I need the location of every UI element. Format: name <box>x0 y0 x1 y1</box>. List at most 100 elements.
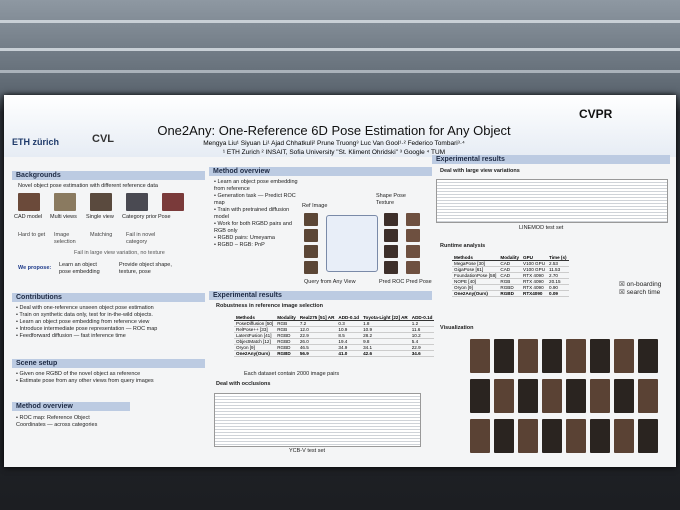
ceiling-beam <box>0 20 680 23</box>
table-cell: 8.5 <box>336 332 362 339</box>
label: Category prior <box>122 214 157 220</box>
table-row: GigaPose [61] CAD V100 GPU 11.53 <box>452 266 569 273</box>
photo-thumbnail <box>406 213 420 226</box>
section-heading: Contributions <box>12 293 205 302</box>
table-cell: 10.2 <box>409 332 435 339</box>
issue-label: Fail in novel category <box>126 232 156 245</box>
table-header-cell: GPU <box>521 255 548 261</box>
table-header-cell: Methods <box>234 315 276 321</box>
table-cell: Oryon [9] <box>234 344 276 351</box>
bullet-item: RGBD pairs: Umeyama <box>214 235 299 242</box>
table-header-cell: Toyota-Light [22] AR <box>361 315 410 321</box>
table-cell: RGB <box>498 278 522 285</box>
photo-thumbnail <box>304 213 318 226</box>
table-cell: 34.9 <box>336 344 362 351</box>
bullet-list: ROC map: Reference Object Coordinates — … <box>16 415 111 429</box>
caption: LINEMOD test set <box>519 225 564 231</box>
table-row: NOPE [40] RGB RTX 4090 20.15 <box>452 278 569 285</box>
table-cell: MegaPose [30] <box>452 260 499 267</box>
table-cell: 10.9 <box>336 326 362 333</box>
text: Novel object pose estimation with differ… <box>18 183 158 189</box>
ceiling-beam <box>0 48 680 51</box>
data-table: Methods Modality Real275 [51] AR ADD-0.1d To… <box>234 315 435 357</box>
poster-title: One2Any: One-Reference 6D Pose Estimatio… <box>157 123 511 138</box>
table-cell: 1.8 <box>361 320 410 327</box>
table-cell: RGB <box>275 320 298 327</box>
photo-thumbnail <box>406 229 420 242</box>
table-cell: 2.70 <box>547 272 569 279</box>
table-cell: 20.15 <box>547 278 569 285</box>
table-cell: 12.0 <box>297 326 337 333</box>
table-header-cell: ADD-0.1d <box>336 315 362 321</box>
photo-thumbnail <box>494 379 514 413</box>
photo-thumbnail <box>384 245 398 258</box>
table-header-cell: Methods <box>452 255 499 261</box>
table-header-cell: Real275 [51] AR <box>297 315 337 321</box>
table-row: ObjectMatch [12] RGBD 26.0 19.4 9.8 5.4 <box>234 338 435 345</box>
text: Fail in large view variation, no texture <box>74 250 165 256</box>
photo-thumbnail <box>518 379 538 413</box>
caption: YCB-V test set <box>289 448 326 454</box>
table-row: RelPose++ [33] RGB 12.0 10.9 10.9 11.6 <box>234 326 435 333</box>
issue-label: Matching <box>90 232 113 238</box>
table-cell: RGBD <box>498 290 522 297</box>
bullet-list: Learn an object pose embedding from refe… <box>214 179 299 249</box>
table-cell: RTX 4090 <box>521 284 548 291</box>
label: Pose <box>158 214 171 220</box>
bullet-item: Generation task — Predict ROC map <box>214 193 299 207</box>
table-cell: 0.09 <box>547 290 569 297</box>
photo-thumbnail <box>470 339 490 373</box>
table-cell: RGBD <box>275 344 298 351</box>
subheading: Robustness in reference image selection <box>216 303 323 309</box>
photo-thumbnail <box>406 245 420 258</box>
bullet-item: Deal with one-reference unseen object po… <box>16 305 201 312</box>
photo-thumbnail <box>18 193 40 211</box>
table-row: MegaPose [30] CAD V100 GPU 2.53 <box>452 260 569 267</box>
bullet-list: Given one RGBD of the novel object as re… <box>16 371 201 385</box>
photo-thumbnail <box>54 193 76 211</box>
table-cell: 22.9 <box>409 344 435 351</box>
caption: Each dataset contain 2000 image pairs <box>244 371 340 377</box>
section-heading: Backgrounds <box>12 171 205 180</box>
photo-thumbnail <box>614 339 634 373</box>
bullet-list: Deal with one-reference unseen object po… <box>16 305 201 340</box>
photo-thumbnail <box>590 419 610 453</box>
figure-label: Shape Pose Texture <box>376 193 406 206</box>
photo-thumbnail <box>566 339 586 373</box>
logo: ETH zürich <box>12 137 60 147</box>
figure-label: Pred ROC <box>379 279 405 285</box>
photo-thumbnail <box>614 419 634 453</box>
table-cell: RGBD <box>498 284 522 291</box>
photo-thumbnail <box>384 229 398 242</box>
table-cell: RTX 4090 <box>521 272 548 279</box>
table-cell: PoseDiffusion [50] <box>234 320 276 327</box>
photo-thumbnail <box>90 193 112 211</box>
table-image <box>436 179 668 223</box>
table-cell: 0.90 <box>547 284 569 291</box>
photo-thumbnail <box>304 261 318 274</box>
table-cell: RGB <box>275 326 298 333</box>
photo-thumbnail <box>494 419 514 453</box>
table-cell: RelPose++ [33] <box>234 326 276 333</box>
table-header-cell: ADD-0.1d <box>409 315 435 321</box>
table-row: One2Any(Ours) RGBD 56.9 41.0 42.6 34.6 <box>234 350 435 357</box>
table-cell: 2.53 <box>547 260 569 267</box>
table-cell: V100 GPU <box>521 266 548 273</box>
table-cell: LatentFusion [41] <box>234 332 276 339</box>
section-heading: Experimental results <box>432 155 670 164</box>
table-row: Oryon [9] RGBD RTX 4090 0.90 <box>452 284 569 291</box>
table-cell: 19.4 <box>336 338 362 345</box>
bullet-item: Train on synthetic data only, test for i… <box>16 312 201 319</box>
table-header-cell: Time (s) <box>547 255 569 261</box>
bullet-item: RGBD – RGB: PnP <box>214 242 299 249</box>
label: Multi views <box>50 214 77 220</box>
logo: CVL <box>92 133 114 145</box>
table-row: Methods Modality GPU Time (s) <box>452 255 569 261</box>
table-cell: 46.5 <box>297 344 337 351</box>
bullet-item: Feedforward diffusion — fast inference t… <box>16 333 201 340</box>
table-cell: GigaPose [61] <box>452 266 499 273</box>
table-row: FoundationPose [58] CAD RTX 4090 2.70 <box>452 272 569 279</box>
table-cell: ObjectMatch [12] <box>234 338 276 345</box>
table-cell: 0.3 <box>336 320 362 327</box>
label: We propose: <box>18 265 52 271</box>
